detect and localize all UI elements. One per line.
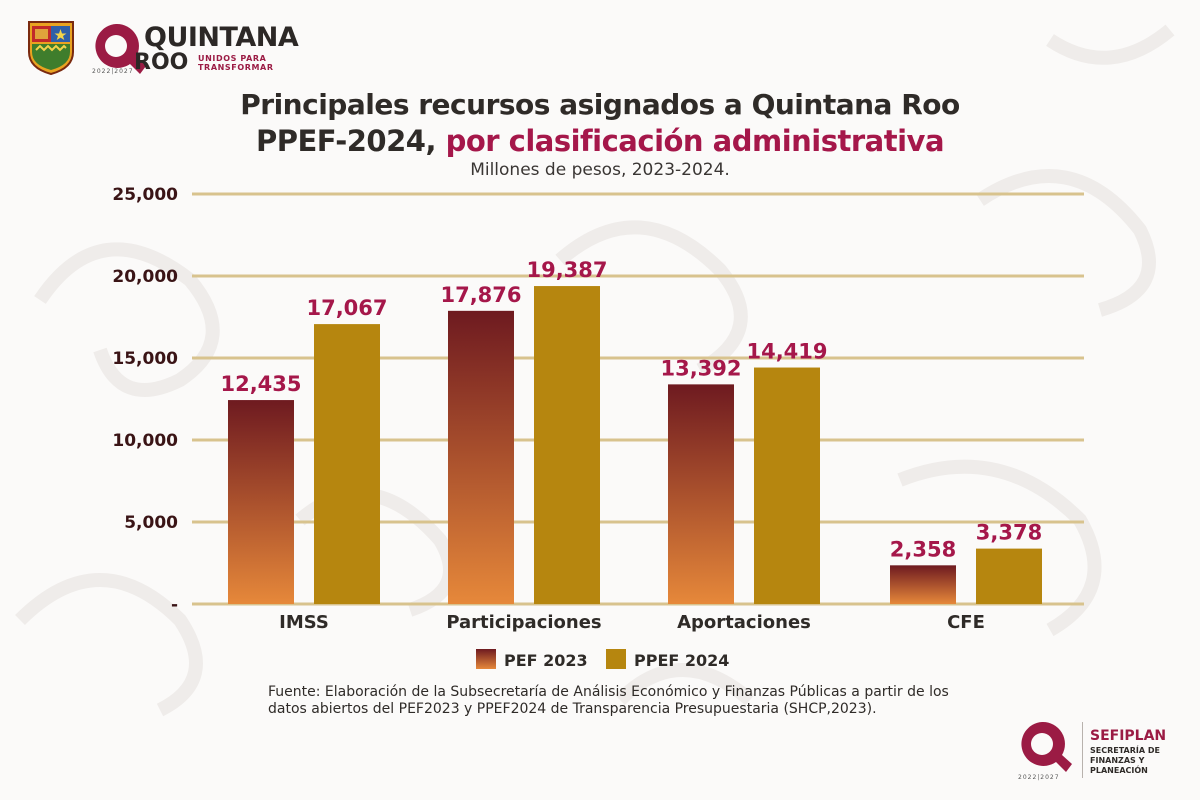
quintana-roo-logo: QUINTANA ROO UNIDOS PARA TRANSFORMAR 202…: [26, 18, 299, 80]
bar-ppef-2024: [314, 324, 380, 604]
legend-label: PPEF 2024: [634, 651, 729, 670]
chart-title-line2-plain: PPEF-2024,: [255, 124, 446, 158]
bar-ppef-2024: [754, 367, 820, 604]
data-label: 17,876: [440, 283, 521, 307]
agency-name: SEFIPLAN: [1090, 728, 1167, 744]
logo-wordmark-line2: ROO: [134, 50, 189, 75]
y-tick-label: -: [171, 595, 178, 615]
data-label: 12,435: [220, 372, 301, 396]
y-tick-label: 15,000: [112, 349, 178, 369]
data-label: 2,358: [890, 537, 956, 561]
x-category-label: IMSS: [279, 612, 329, 633]
q-logo-icon: [95, 23, 146, 74]
y-tick-label: 5,000: [124, 513, 178, 533]
data-label: 3,378: [976, 521, 1042, 545]
y-tick-label: 20,000: [112, 267, 178, 287]
y-tick-label: 25,000: [112, 185, 178, 205]
logo-tagline: UNIDOS PARA TRANSFORMAR: [198, 54, 274, 72]
bar-pef-2023: [668, 384, 734, 604]
data-label: 19,387: [526, 258, 607, 282]
footer-divider: [1082, 722, 1083, 778]
x-category-label: Aportaciones: [677, 612, 811, 633]
logo-wordmark-line1: QUINTANA: [144, 22, 299, 53]
source-note: Fuente: Elaboración de la Subsecretaría …: [268, 684, 949, 717]
chart-title-line2-highlight: por clasificación administrativa: [445, 124, 945, 158]
sefiplan-logo: SEFIPLAN SECRETARÍA DE FINANZAS Y PLANEA…: [1012, 718, 1192, 788]
y-tick-label: 10,000: [112, 431, 178, 451]
legend-swatch-pef-2023: [476, 649, 496, 669]
bar-pef-2023: [228, 400, 294, 604]
logo-years: 2022|2027: [92, 68, 134, 75]
x-category-label: CFE: [947, 612, 985, 633]
data-label: 13,392: [660, 356, 741, 380]
bar-ppef-2024: [534, 286, 600, 604]
legend-swatch-ppef-2024: [606, 649, 626, 669]
q-logo-icon: [1021, 721, 1072, 772]
chart-title-line1: Principales recursos asignados a Quintan…: [240, 88, 960, 121]
x-category-label: Participaciones: [446, 612, 601, 633]
footer-years: 2022|2027: [1018, 774, 1060, 781]
data-label: 17,067: [306, 296, 387, 320]
bar-pef-2023: [890, 565, 956, 604]
coat-of-arms-icon: [28, 21, 74, 76]
chart-title-line2: PPEF-2024, por clasificación administrat…: [0, 124, 1200, 158]
chart-subtitle: Millones de pesos, 2023-2024.: [470, 160, 730, 180]
bar-pef-2023: [448, 310, 514, 604]
data-label: 14,419: [746, 340, 827, 364]
agency-subtitle: SECRETARÍA DE FINANZAS Y PLANEACIÓN: [1090, 746, 1160, 775]
bar-ppef-2024: [976, 548, 1042, 604]
legend-label: PEF 2023: [504, 651, 588, 670]
